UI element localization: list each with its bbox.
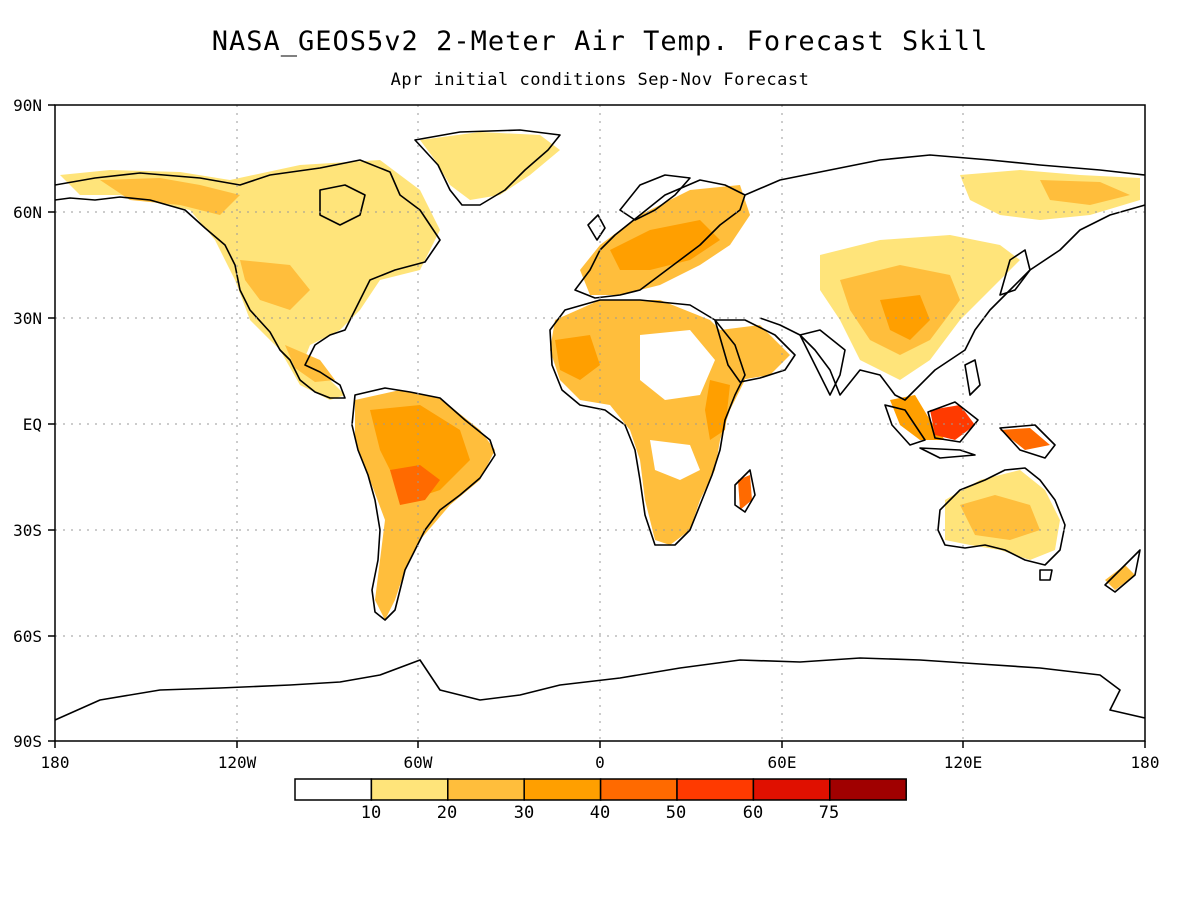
skill-region-africa-high — [555, 335, 730, 440]
colorbar-label: 60 — [743, 803, 763, 823]
skill-region-greenland — [420, 132, 560, 200]
y-tick-label: 30S — [13, 521, 42, 540]
y-tick-label: 60S — [13, 627, 42, 646]
coastlines — [55, 129, 1145, 721]
x-tick-label: 120E — [944, 753, 983, 772]
colorbar-labels: 10 20 30 40 50 60 75 — [361, 803, 839, 823]
coastline-uk — [587, 214, 606, 241]
colorbar-swatch — [370, 778, 449, 801]
colorbar-boxes — [294, 778, 907, 801]
coastline-north-america — [55, 159, 441, 399]
coastline-arabia — [714, 319, 796, 383]
x-axis-labels: 180 120W 60W 0 60E 120E 180 — [41, 753, 1160, 772]
colorbar-swatch — [447, 778, 525, 801]
colorbar-label: 50 — [666, 803, 686, 823]
coastline-india — [799, 329, 846, 396]
skill-region-sa-peak — [390, 465, 440, 505]
coastline-madagascar — [734, 469, 756, 513]
skill-shading — [60, 132, 1140, 620]
x-tick-label: 60W — [404, 753, 433, 772]
coastline-new-guinea — [999, 424, 1056, 459]
skill-region-new-guinea — [1000, 428, 1050, 450]
coastline-hudson-bay — [319, 184, 366, 226]
skill-region-borneo — [930, 405, 975, 440]
y-tick-label: 90N — [13, 96, 42, 115]
x-tick-label: 180 — [41, 753, 70, 772]
skill-region-new-zealand — [1105, 565, 1135, 590]
colorbar-label: 40 — [590, 803, 610, 823]
coastline-scandinavia — [619, 174, 691, 221]
coastline-antarctica — [55, 657, 1145, 721]
coastline-borneo — [927, 401, 979, 443]
skill-region-se-asia — [890, 395, 945, 440]
gridlines — [55, 105, 1145, 741]
y-axis-labels: 90N 60N 30N EQ 30S 60S 90S — [13, 96, 42, 751]
skill-region-siberia-high — [1040, 180, 1130, 205]
coastline-new-zealand — [1104, 549, 1141, 593]
colorbar-label: 75 — [819, 803, 839, 823]
coastline-australia — [937, 467, 1066, 566]
coastline-south-america — [351, 387, 496, 621]
x-tick-label: 180 — [1131, 753, 1160, 772]
y-tick-label: 90S — [13, 732, 42, 751]
colorbar-swatch — [523, 778, 602, 801]
coastline-tasmania — [1039, 569, 1053, 581]
skill-region-na-mid — [100, 178, 335, 382]
map-subtitle: Apr initial conditions Sep-Nov Forecast — [390, 70, 810, 90]
coastline-asia — [744, 154, 1145, 401]
y-tick-label: 60N — [13, 203, 42, 222]
coastline-philippines — [964, 359, 981, 396]
skill-region-europe-high — [610, 220, 720, 270]
y-tick-label: EQ — [23, 415, 42, 434]
skill-region-africa-white — [640, 330, 715, 480]
coastline-java — [919, 447, 976, 459]
map-content — [55, 129, 1145, 721]
coastline-sumatra — [884, 404, 926, 446]
colorbar-swatch — [676, 778, 755, 801]
colorbar-swatch — [752, 778, 831, 801]
x-tick-label: 0 — [595, 753, 605, 772]
colorbar-swatch — [294, 778, 373, 801]
skill-region-arabia — [720, 325, 790, 380]
colorbar-label: 30 — [514, 803, 534, 823]
y-tick-label: 30N — [13, 309, 42, 328]
axis-ticks — [48, 104, 1146, 748]
coastline-japan — [999, 249, 1031, 296]
x-tick-label: 120W — [218, 753, 257, 772]
skill-region-australia-high — [960, 495, 1040, 540]
coastline-greenland — [414, 129, 561, 206]
colorbar-swatch — [599, 778, 678, 801]
colorbar: 10 20 30 40 50 60 75 — [294, 778, 907, 823]
x-tick-label: 60E — [768, 753, 797, 772]
colorbar-label: 20 — [437, 803, 457, 823]
skill-region-madagascar — [738, 475, 752, 510]
coastline-africa — [549, 299, 746, 546]
colorbar-swatch — [829, 778, 907, 801]
coastline-europe — [574, 179, 746, 299]
map-title: NASA_GEOS5v2 2-Meter Air Temp. Forecast … — [211, 26, 989, 57]
colorbar-label: 10 — [361, 803, 381, 823]
